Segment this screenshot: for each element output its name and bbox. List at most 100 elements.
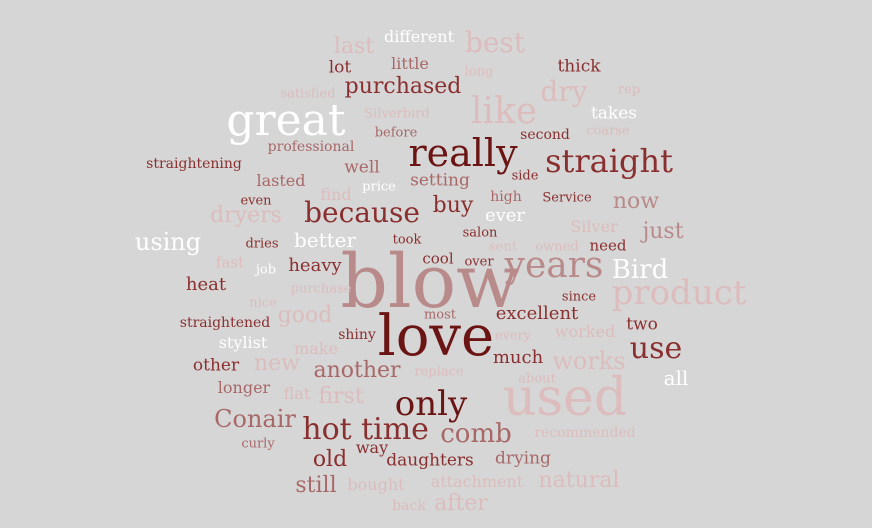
word-professional: professional xyxy=(267,139,355,155)
word-shiny: shiny xyxy=(338,327,376,343)
word-after: after xyxy=(434,491,488,516)
word-coarse: coarse xyxy=(586,123,630,139)
word-second: second xyxy=(520,127,570,143)
word-lot: lot xyxy=(328,57,352,78)
word-thick: thick xyxy=(557,56,601,77)
word-all: all xyxy=(663,366,689,390)
word-service: Service xyxy=(542,190,592,206)
word-time: time xyxy=(361,412,429,447)
word-lasted: lasted xyxy=(256,171,306,190)
word-heat: heat xyxy=(185,274,227,295)
word-setting: setting xyxy=(410,170,470,191)
word-blow: blow xyxy=(340,239,520,325)
word-side: side xyxy=(511,168,539,184)
word-owned: owned xyxy=(535,239,579,255)
word-high: high xyxy=(490,189,522,205)
word-excellent: excellent xyxy=(495,303,579,324)
word-silverbird: Silverbird xyxy=(364,106,430,122)
word-another: another xyxy=(313,358,401,383)
word-because: because xyxy=(304,196,420,229)
word-used: used xyxy=(502,368,628,428)
word-flat: flat xyxy=(283,384,311,403)
word-nice: nice xyxy=(249,295,277,311)
word-different: different xyxy=(383,27,455,46)
word-comb: comb xyxy=(440,419,512,449)
word-old: old xyxy=(312,447,348,472)
word-drying: drying xyxy=(495,448,551,469)
word-bird: Bird xyxy=(611,255,669,285)
word-two: two xyxy=(626,314,658,335)
word-good: good xyxy=(277,303,333,328)
word-find: find xyxy=(320,185,352,204)
word-only: only xyxy=(394,384,468,424)
word-takes: takes xyxy=(590,103,638,124)
word-satisfied: satisfied xyxy=(280,86,336,102)
word-straight: straight xyxy=(545,142,673,180)
word-best: best xyxy=(464,26,526,59)
word-about: about xyxy=(518,371,556,387)
word-purchased: purchased xyxy=(344,74,462,99)
word-attachment: attachment xyxy=(430,472,524,491)
word-straightening: straightening xyxy=(146,156,242,172)
word-recommended: recommended xyxy=(534,425,636,441)
word-heavy: heavy xyxy=(288,255,342,276)
word-purchase: purchase xyxy=(290,281,352,297)
word-much: much xyxy=(492,347,544,368)
word-every: every xyxy=(494,328,532,344)
word-took: took xyxy=(392,232,422,248)
word-little: little xyxy=(391,54,429,73)
word-silver: Silver xyxy=(570,217,618,236)
word-cool: cool xyxy=(422,249,454,268)
word-make: make xyxy=(294,339,338,358)
word-need: need xyxy=(589,236,627,255)
word-use: use xyxy=(629,331,683,366)
word-fast: fast xyxy=(215,253,245,272)
word-like: like xyxy=(470,91,538,132)
word-well: well xyxy=(344,157,380,178)
word-using: using xyxy=(134,228,202,256)
word-buy: buy xyxy=(432,193,474,218)
word-way: way xyxy=(355,438,389,457)
word-rep: rep xyxy=(617,82,641,98)
word-back: back xyxy=(392,498,426,514)
word-new: new xyxy=(253,351,301,376)
word-works: works xyxy=(552,347,626,375)
word-now: now xyxy=(612,189,660,214)
word-better: better xyxy=(293,228,357,252)
word-product: product xyxy=(611,273,747,313)
word-years: years xyxy=(504,245,604,286)
word-dries: dries xyxy=(245,236,279,252)
word-other: other xyxy=(192,355,240,376)
word-just: just xyxy=(642,219,684,244)
word-stylist: stylist xyxy=(218,333,268,352)
word-daughters: daughters xyxy=(386,450,474,471)
word-bought: bought xyxy=(347,475,405,494)
word-over: over xyxy=(464,254,494,270)
word-really: really xyxy=(408,131,518,175)
word-sent: sent xyxy=(489,239,517,255)
word-replace: replace xyxy=(414,364,464,380)
word-before: before xyxy=(374,125,418,141)
word-most: most xyxy=(423,307,457,323)
word-even: even xyxy=(240,193,272,209)
word-natural: natural xyxy=(538,468,620,493)
word-curly: curly xyxy=(241,436,275,452)
word-since: since xyxy=(561,289,597,305)
word-hot: hot xyxy=(302,412,352,447)
word-worked: worked xyxy=(554,322,616,341)
word-still: still xyxy=(295,473,337,498)
word-dry: dry xyxy=(540,75,588,108)
word-salon: salon xyxy=(462,225,498,241)
word-great: great xyxy=(226,95,346,146)
word-dryers: dryers xyxy=(210,203,282,228)
word-first: first xyxy=(318,384,364,409)
word-longer: longer xyxy=(217,378,271,397)
word-conair: Conair xyxy=(214,405,296,433)
word-job: job xyxy=(255,262,277,278)
word-price: price xyxy=(362,179,396,195)
word-straightened: straightened xyxy=(179,315,271,331)
word-long: long xyxy=(464,64,494,80)
word-ever: ever xyxy=(484,205,526,226)
word-last: last xyxy=(333,34,375,59)
